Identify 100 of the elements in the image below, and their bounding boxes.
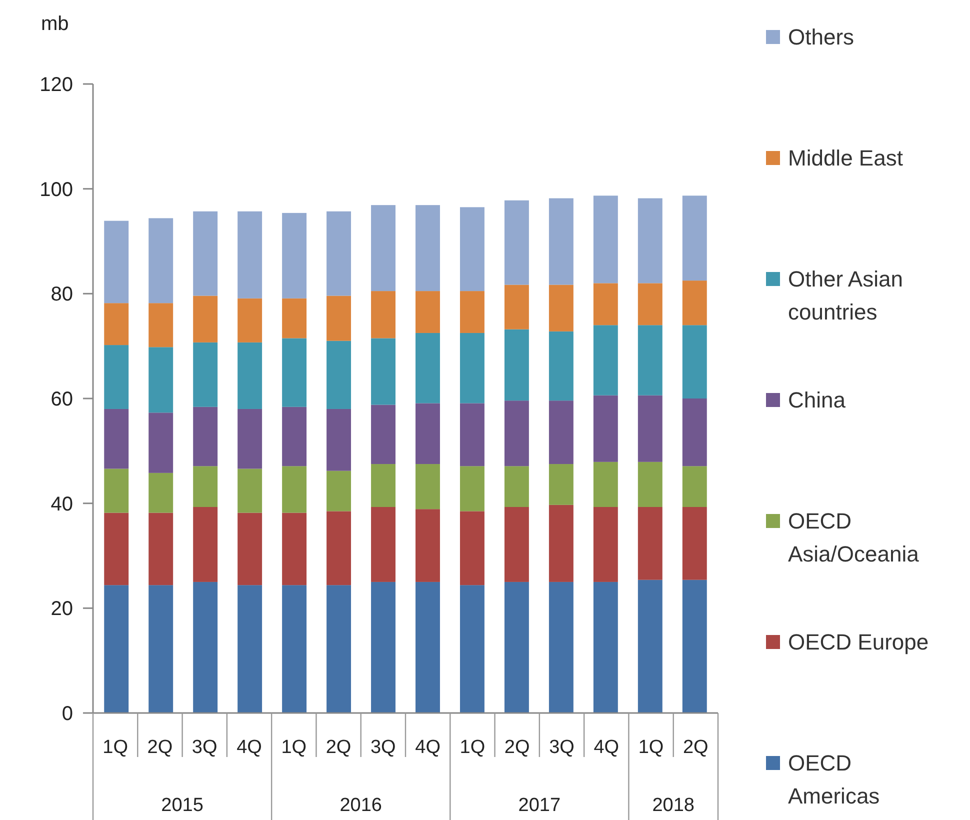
bar	[104, 512, 129, 586]
bar	[148, 218, 174, 304]
legend-label: Middle East	[788, 146, 903, 171]
bar	[638, 395, 662, 462]
bar	[504, 329, 529, 401]
bar	[371, 291, 396, 338]
legend-label: OECD Americas	[788, 750, 880, 809]
bar	[548, 400, 574, 464]
bar	[504, 466, 529, 507]
bar	[460, 585, 484, 713]
bar	[682, 280, 707, 326]
bar	[148, 347, 174, 413]
y-tick-label: 40	[50, 493, 73, 516]
bar	[416, 205, 440, 292]
bar	[193, 507, 218, 582]
bar	[104, 408, 129, 469]
bar	[548, 284, 574, 332]
bar	[548, 504, 574, 582]
bar	[416, 291, 440, 333]
y-tick-label: 120	[40, 74, 73, 96]
legend-label: China	[788, 388, 846, 413]
bar	[148, 472, 174, 513]
y-axis-title: mb	[41, 13, 69, 35]
x-tick-label: 3Q	[549, 737, 574, 758]
bar	[416, 582, 440, 713]
bar	[193, 342, 218, 407]
bar	[638, 325, 662, 396]
bar	[282, 406, 307, 466]
bar	[682, 398, 707, 466]
legend-label: OECD Europe	[788, 630, 929, 655]
y-tick-label: 100	[40, 178, 73, 201]
bar	[326, 211, 352, 296]
bar	[104, 585, 129, 713]
bar	[282, 512, 307, 586]
bar	[416, 332, 440, 404]
bar	[593, 196, 618, 284]
y-tick-label: 20	[50, 598, 73, 620]
bar	[371, 582, 396, 713]
bar	[148, 303, 174, 348]
bar	[282, 466, 307, 513]
text: 2018	[652, 795, 694, 816]
bar	[682, 196, 707, 281]
bar	[593, 283, 618, 326]
bar	[548, 464, 574, 505]
bar	[460, 332, 484, 404]
x-tick-label: 2Q	[326, 737, 352, 758]
bar	[371, 338, 396, 405]
bar	[193, 582, 218, 713]
bar	[593, 582, 618, 713]
bar	[460, 466, 484, 512]
bar	[504, 507, 529, 582]
bar	[282, 212, 307, 298]
bar	[148, 512, 174, 586]
bar	[193, 406, 218, 466]
x-tick-label: 2Q	[147, 737, 173, 758]
bar	[504, 582, 529, 713]
text: 2017	[518, 795, 561, 816]
bar	[548, 198, 574, 285]
bar	[371, 507, 396, 582]
bar	[238, 342, 262, 409]
bar	[148, 412, 174, 473]
bar	[238, 408, 262, 469]
legend-label: OECD Asia/Oceania	[788, 508, 920, 567]
bar	[282, 338, 307, 407]
bar	[326, 585, 352, 713]
x-tick-label: 3Q	[192, 737, 218, 758]
bar	[638, 198, 662, 284]
bar	[371, 205, 396, 292]
bar	[238, 211, 262, 298]
bar	[148, 585, 174, 713]
y-tick-label: 0	[62, 703, 73, 725]
bar	[371, 404, 396, 464]
bar	[193, 296, 218, 342]
x-tick-label: 1Q	[460, 737, 486, 758]
text: 2015	[161, 795, 204, 816]
bar	[416, 509, 440, 582]
bar	[504, 284, 529, 330]
bar	[504, 200, 529, 285]
bar	[326, 408, 352, 471]
legend-label: Others	[788, 24, 854, 50]
bar	[104, 468, 129, 513]
bar	[682, 325, 707, 398]
bar	[238, 468, 262, 513]
x-tick-label: 1Q	[638, 737, 664, 758]
legend-label: Other Asian countries	[788, 266, 903, 325]
bar	[638, 507, 662, 580]
bar	[371, 464, 396, 508]
bar	[638, 462, 662, 507]
bar	[104, 303, 129, 346]
x-tick-label: 1Q	[281, 737, 307, 758]
x-tick-label: 4Q	[236, 737, 262, 758]
bar	[460, 403, 484, 466]
bar	[460, 511, 484, 586]
bar	[282, 585, 307, 713]
bar	[682, 507, 707, 580]
bar	[326, 511, 352, 586]
bar	[548, 582, 574, 713]
text: 2016	[340, 795, 382, 816]
bar	[548, 331, 574, 401]
x-tick-label: 4Q	[415, 737, 440, 758]
